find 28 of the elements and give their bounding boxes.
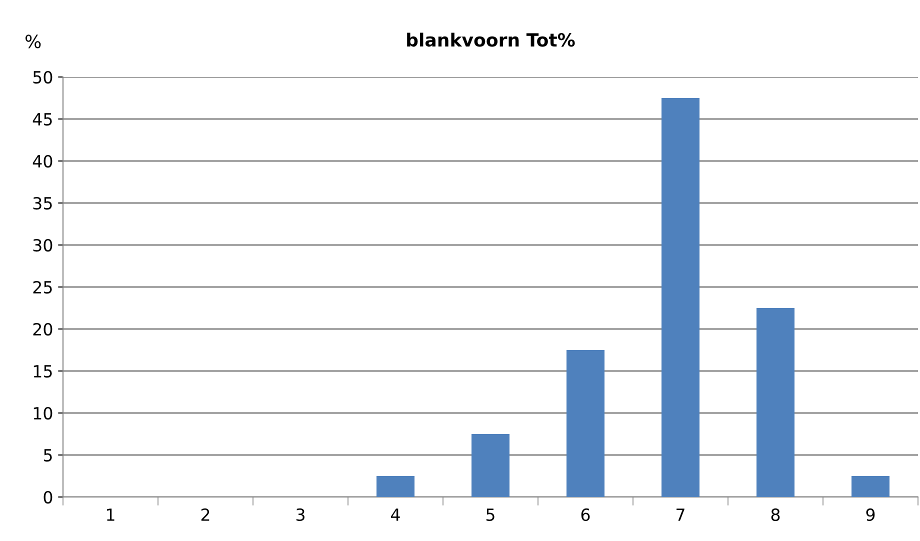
x-tick-label: 2 <box>201 508 210 521</box>
bar <box>566 350 604 497</box>
x-tick-label: 4 <box>391 508 400 521</box>
y-tick-label: 25 <box>33 280 52 294</box>
y-tick-label: 5 <box>44 449 52 462</box>
y-tick-label: 10 <box>34 406 52 420</box>
bar <box>756 308 794 497</box>
y-tick-label: 0 <box>44 490 52 504</box>
y-tick-label: 15 <box>34 365 52 378</box>
y-tick-label: 30 <box>33 238 52 252</box>
y-tick-label: 20 <box>33 322 52 336</box>
x-tick-label: 1 <box>107 508 114 521</box>
y-tick-label: 35 <box>33 196 52 210</box>
x-tick-label: 5 <box>486 508 494 522</box>
y-tick-label: 40 <box>32 154 52 168</box>
bar <box>376 476 414 497</box>
y-axis-title: % <box>26 34 41 48</box>
bar <box>472 434 510 497</box>
x-tick-label: 9 <box>866 508 875 522</box>
bar <box>662 98 700 497</box>
x-tick-label: 3 <box>296 508 304 522</box>
x-tick-label: 7 <box>676 508 684 521</box>
y-tick-label: 45 <box>32 113 52 126</box>
chart-title: blankvoorn Tot% <box>407 32 575 47</box>
y-tick-label: 50 <box>33 70 52 84</box>
x-tick-label: 6 <box>581 508 590 522</box>
bar <box>852 476 890 497</box>
x-tick-label: 8 <box>771 508 780 522</box>
